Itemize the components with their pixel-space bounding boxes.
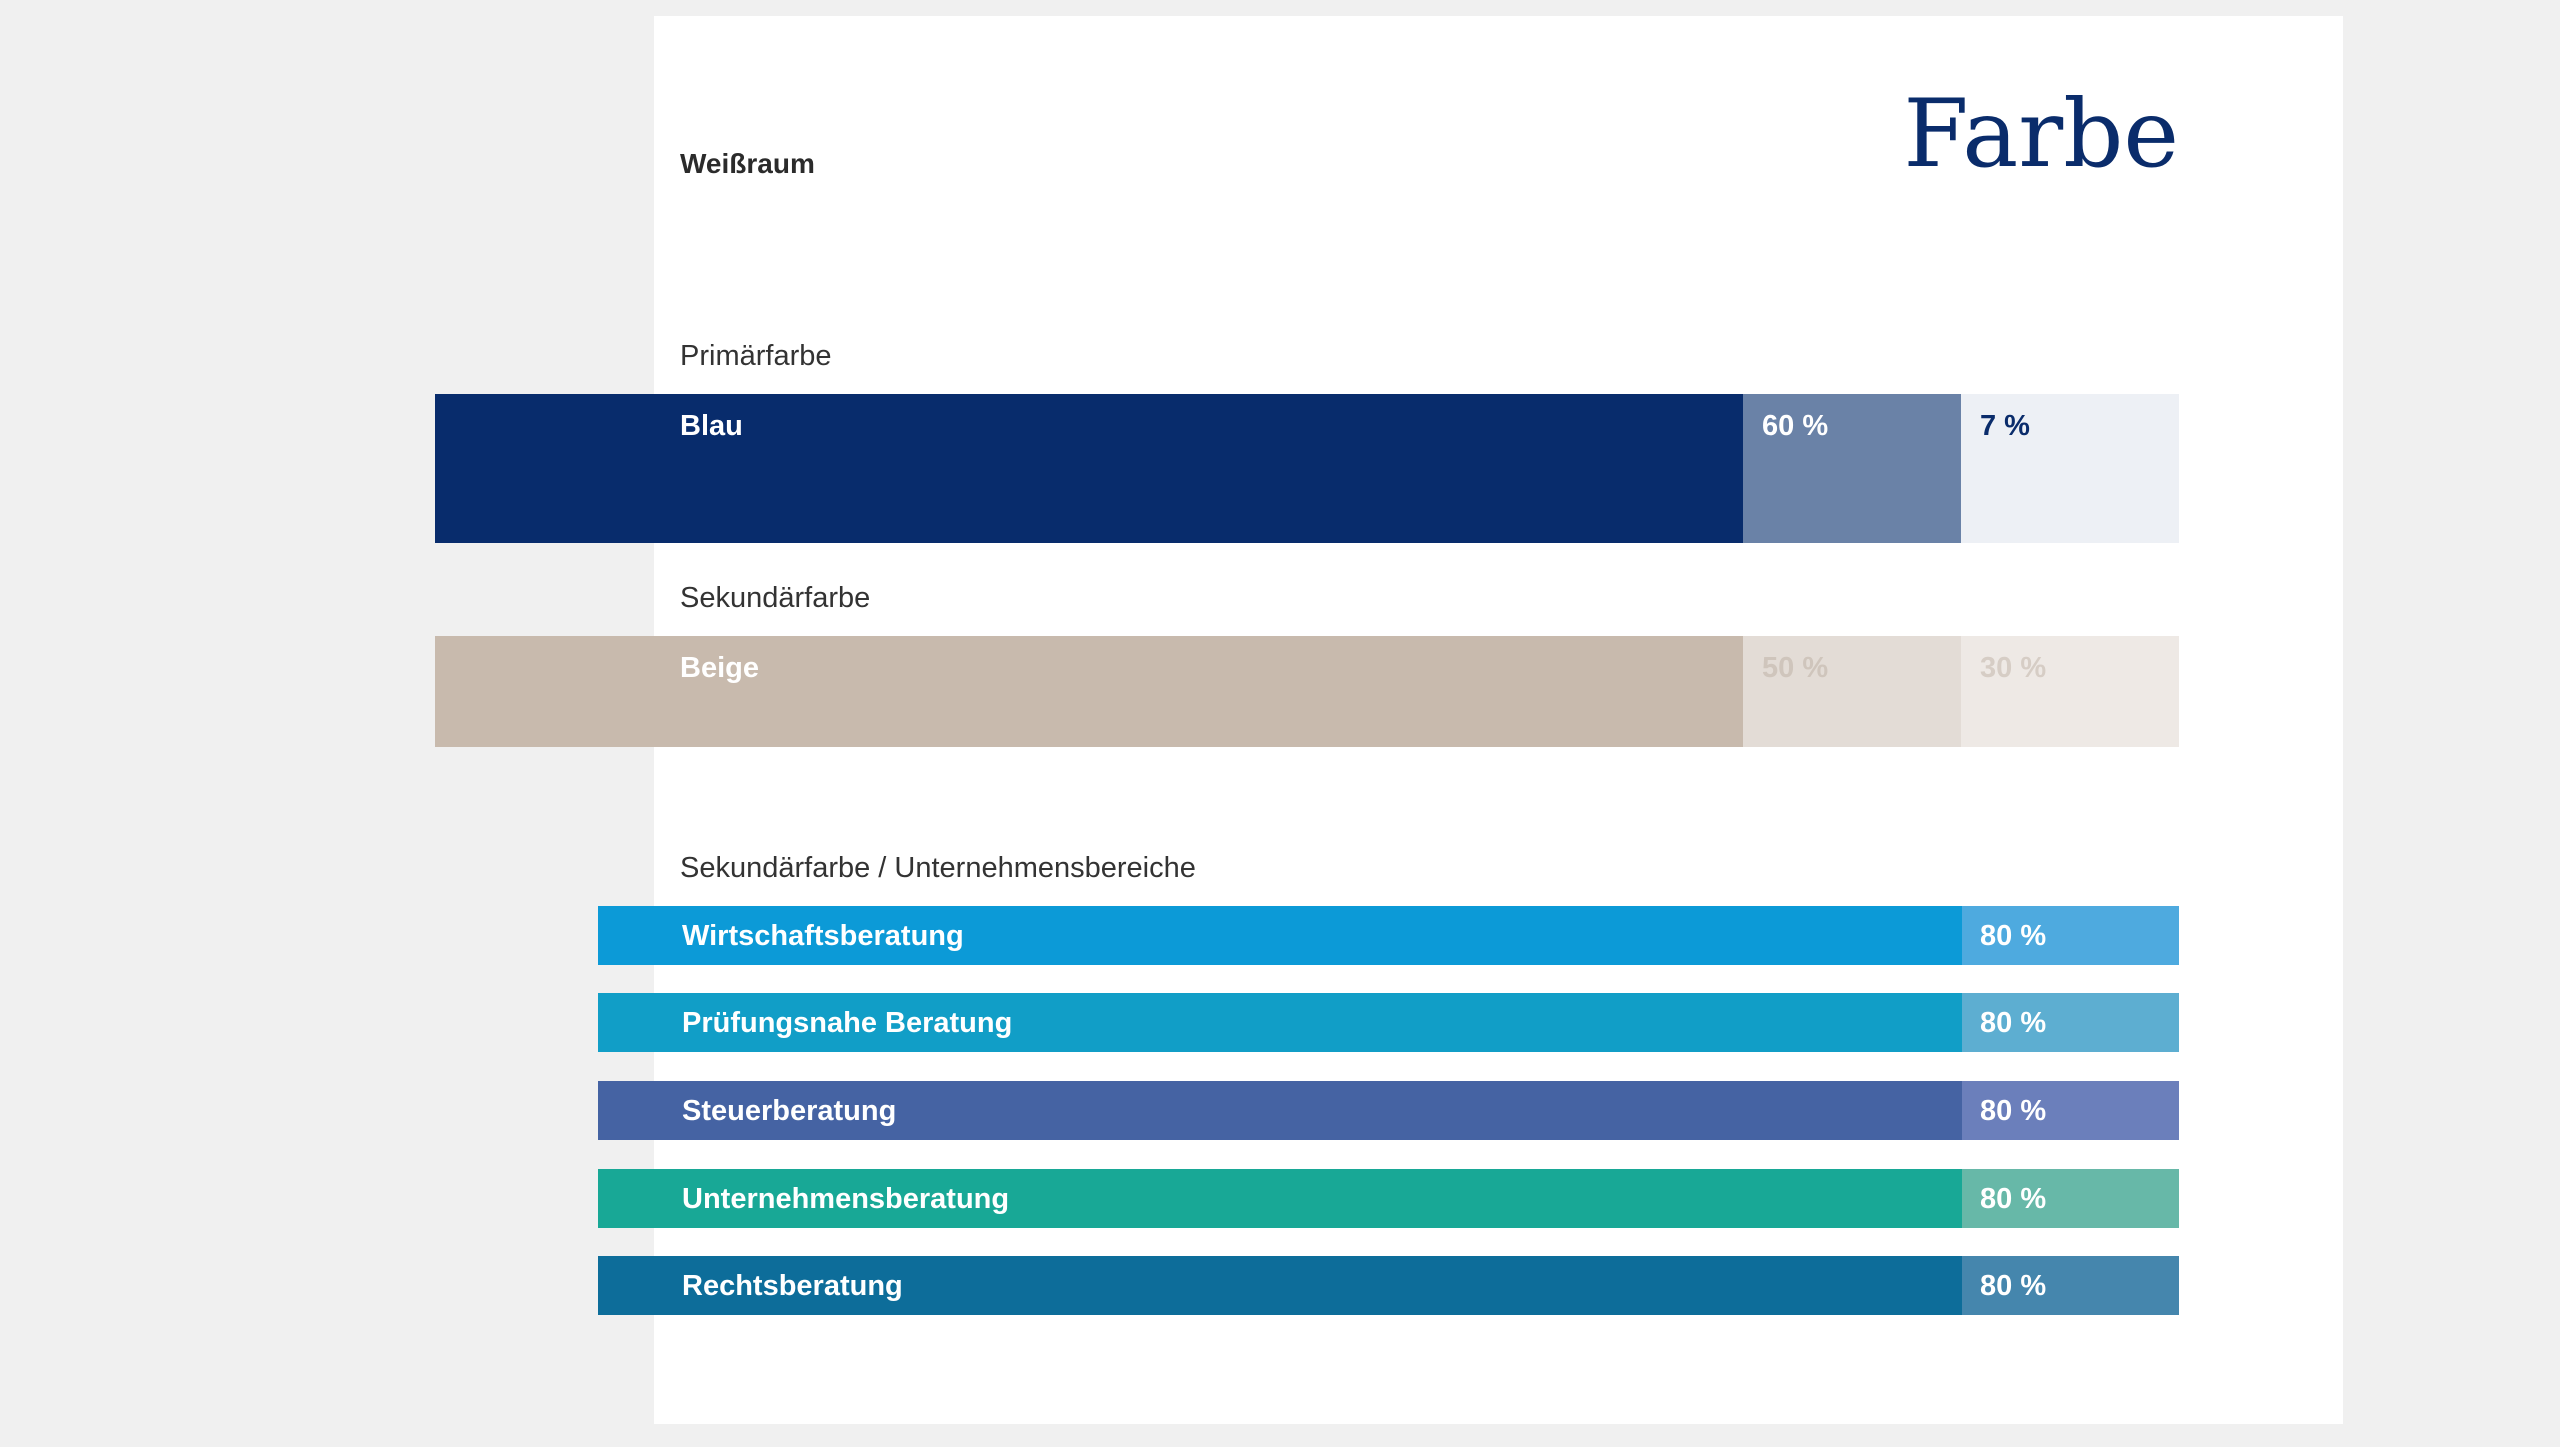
division-tint-label: 80 % (1980, 920, 2047, 952)
division-tint-label: 80 % (1980, 1183, 2047, 1215)
division-name: Prüfungsnahe Beratung (682, 1007, 1013, 1039)
page-title: Farbe (1903, 80, 2179, 189)
secondary-tint2-label: 30 % (1980, 652, 2047, 684)
division-swatch-tint (1962, 906, 2179, 965)
division-tint-label: 80 % (1980, 1007, 2047, 1039)
primary-label: Primärfarbe (680, 340, 832, 372)
division-tint-label: 80 % (1980, 1270, 2047, 1302)
division-row-unternehmensberatung: Unternehmensberatung 80 % (598, 1169, 2179, 1228)
division-row-pruefungsnahe-beratung: Prüfungsnahe Beratung 80 % (598, 993, 2179, 1052)
primary-swatch-main (435, 394, 1743, 543)
secondary-swatch-main (435, 636, 1743, 747)
primary-tint1-label: 60 % (1762, 410, 1829, 442)
primary-swatch-tint-7 (1961, 394, 2179, 543)
division-swatch-main (598, 1081, 1962, 1140)
division-row-steuerberatung: Steuerberatung 80 % (598, 1081, 2179, 1140)
secondary-swatch-tint-30 (1961, 636, 2179, 747)
division-name: Steuerberatung (682, 1095, 897, 1127)
division-row-wirtschaftsberatung: Wirtschaftsberatung 80 % (598, 906, 2179, 965)
division-swatch-main (598, 993, 1962, 1052)
division-swatch-tint (1962, 1169, 2179, 1228)
division-swatch-tint (1962, 993, 2179, 1052)
division-tint-label: 80 % (1980, 1095, 2047, 1127)
division-swatch-main (598, 906, 1962, 965)
division-name: Wirtschaftsberatung (682, 920, 964, 952)
primary-swatch-tint-60 (1743, 394, 1961, 543)
division-swatch-tint (1962, 1081, 2179, 1140)
division-name: Unternehmensberatung (682, 1183, 1010, 1215)
divisions-label: Sekundärfarbe / Unternehmensbereiche (680, 852, 1196, 884)
secondary-name: Beige (680, 652, 759, 684)
division-swatch-main (598, 1169, 1962, 1228)
division-row-rechtsberatung: Rechtsberatung 80 % (598, 1256, 2179, 1315)
division-swatch-tint (1962, 1256, 2179, 1315)
primary-tint2-label: 7 % (1980, 410, 2030, 442)
secondary-label: Sekundärfarbe (680, 582, 871, 614)
secondary-tint1-label: 50 % (1762, 652, 1829, 684)
secondary-swatch-tint-50 (1743, 636, 1961, 747)
division-swatch-main (598, 1256, 1962, 1315)
division-name: Rechtsberatung (682, 1270, 903, 1302)
section-title: Weißraum (680, 148, 815, 179)
primary-name: Blau (680, 410, 743, 442)
